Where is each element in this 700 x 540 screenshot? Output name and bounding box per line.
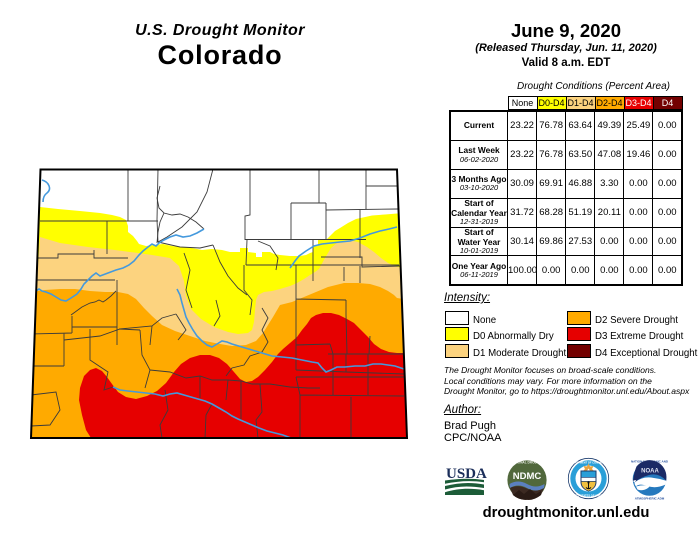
svg-text:NDMC: NDMC (513, 471, 542, 482)
svg-text:NOAA: NOAA (641, 469, 659, 475)
svg-text:UNITED STATES OF AMERICA: UNITED STATES OF AMERICA (570, 494, 607, 498)
svg-text:DEPARTMENT OF COMMERCE: DEPARTMENT OF COMMERCE (569, 460, 608, 464)
svg-text:ATMOSPHERIC ADM: ATMOSPHERIC ADM (635, 497, 665, 501)
svg-text:NATIONAL DROUGHT: NATIONAL DROUGHT (510, 461, 543, 465)
svg-text:USDA: USDA (446, 466, 487, 482)
